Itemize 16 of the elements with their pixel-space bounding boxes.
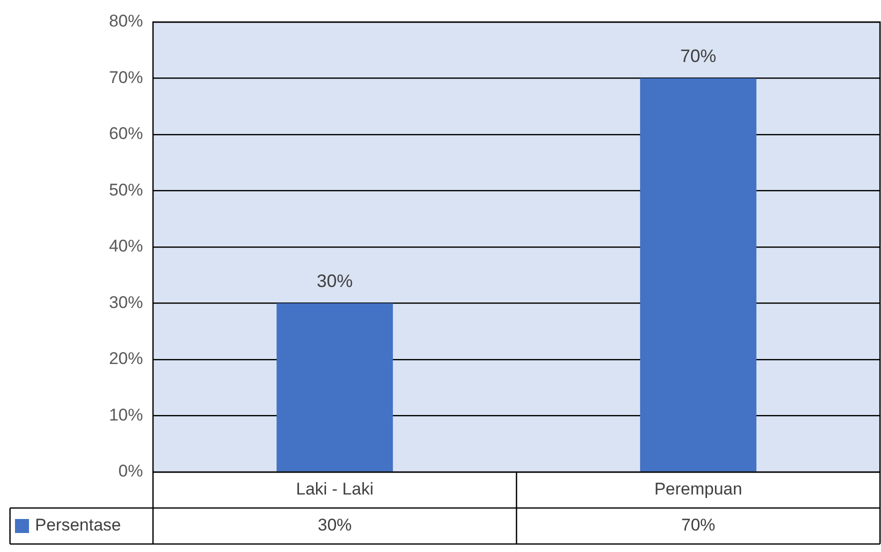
data-label: 70% bbox=[681, 516, 716, 535]
legend-label: Persentase bbox=[35, 516, 121, 535]
y-tick-label: 10% bbox=[108, 405, 143, 424]
y-tick-label: 40% bbox=[108, 236, 143, 256]
y-tick-label: 60% bbox=[108, 124, 143, 144]
x-tick-label: Perempuan bbox=[654, 480, 742, 499]
y-tick-label: 50% bbox=[108, 180, 143, 200]
y-tick-label: 70% bbox=[108, 68, 143, 87]
x-tick-label: Laki - Laki bbox=[296, 480, 374, 499]
y-tick-label: 80% bbox=[108, 12, 143, 31]
y-tick-label: 0% bbox=[118, 462, 143, 481]
text: 70% bbox=[680, 46, 716, 66]
y-tick-label: 30% bbox=[108, 292, 143, 312]
text: 30% bbox=[316, 271, 353, 292]
y-tick-label: 20% bbox=[108, 349, 143, 368]
data-label: 30% bbox=[318, 516, 352, 535]
